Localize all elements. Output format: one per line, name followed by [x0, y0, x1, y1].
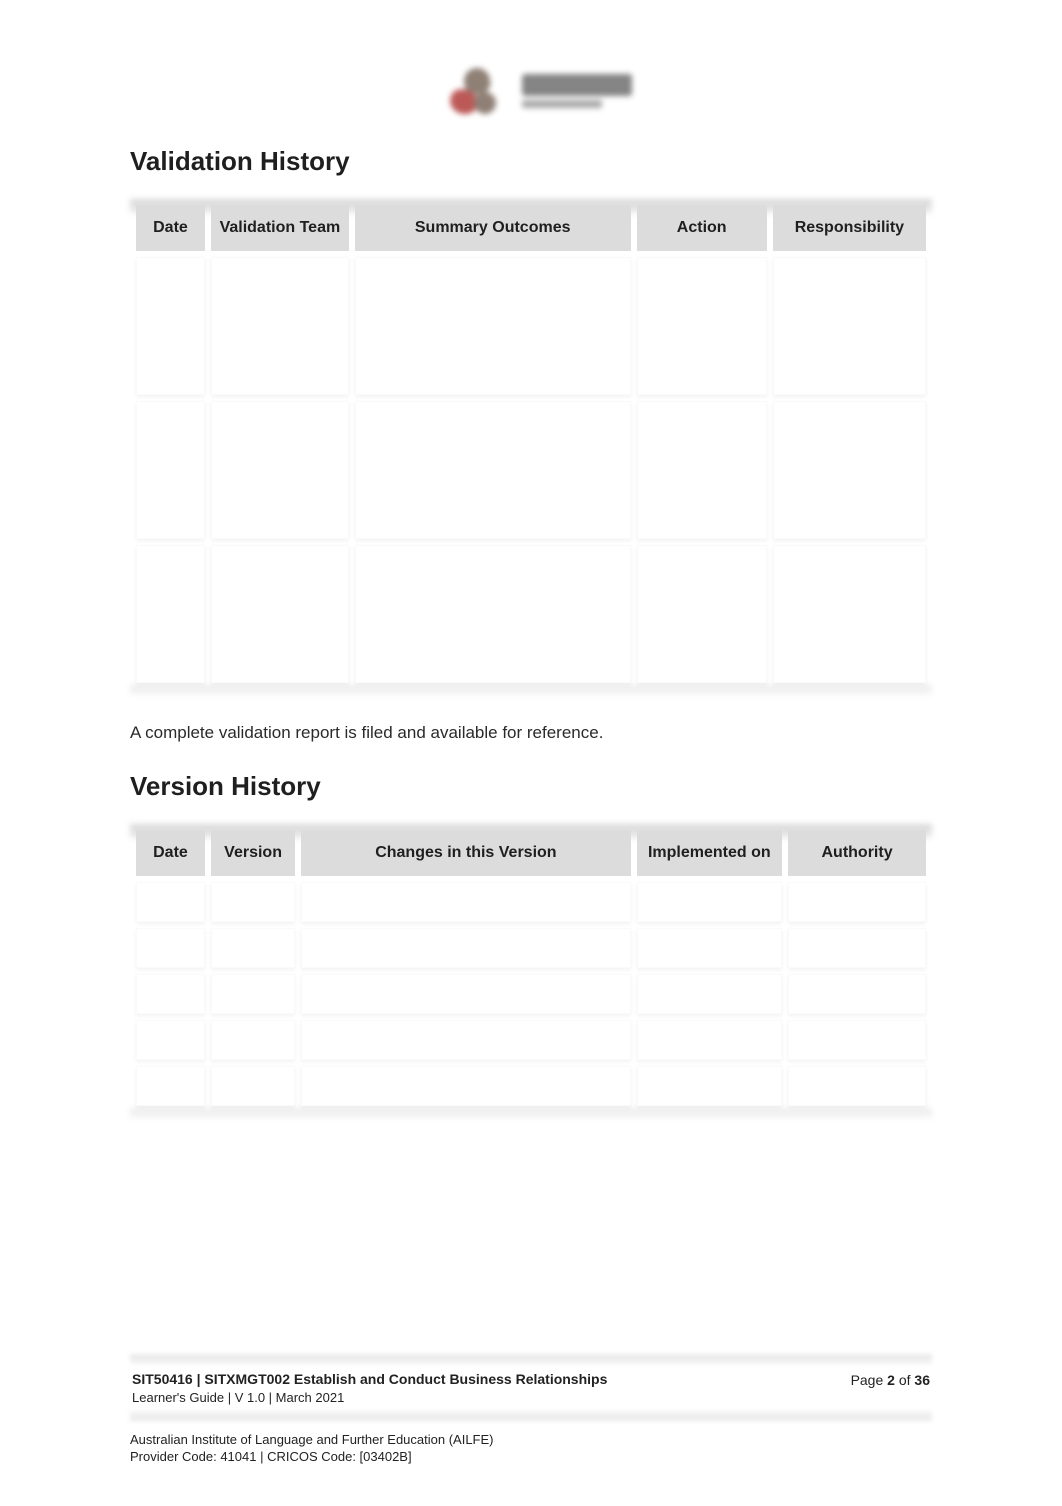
page-current: 2: [887, 1372, 895, 1388]
footer-course-line: SIT50416 | SITXMGT002 Establish and Cond…: [132, 1370, 607, 1389]
table-cell: [211, 928, 295, 968]
table-cell: [355, 545, 631, 683]
table-cell: [301, 974, 630, 1014]
validation-history-heading: Validation History: [130, 146, 932, 177]
table-cell: [136, 974, 205, 1014]
table-cell: [355, 401, 631, 539]
table-cell: [211, 401, 349, 539]
table-cell: [773, 545, 926, 683]
table-row: [136, 974, 926, 1014]
logo-container: [130, 60, 932, 128]
footer-org-line2: Provider Code: 41041 | CRICOS Code: [034…: [130, 1448, 932, 1466]
page-label-prefix: Page: [851, 1372, 888, 1388]
table-cell: [301, 1020, 630, 1060]
validation-history-table: DateValidation TeamSummary OutcomesActio…: [130, 199, 932, 689]
table-cell: [788, 1020, 926, 1060]
table-row: [136, 257, 926, 395]
table-cell: [637, 401, 767, 539]
validation-report-note: A complete validation report is filed an…: [130, 723, 932, 743]
table-cell: [637, 1066, 783, 1106]
version-table-wrap: DateVersionChanges in this VersionImplem…: [130, 824, 932, 1112]
table-cell: [136, 401, 205, 539]
column-header: Date: [136, 830, 205, 876]
table-cell: [211, 545, 349, 683]
column-header: Summary Outcomes: [355, 205, 631, 251]
table-row: [136, 1020, 926, 1060]
table-cell: [773, 401, 926, 539]
table-row: [136, 928, 926, 968]
footer-page-number: Page 2 of 36: [851, 1370, 930, 1388]
table-cell: [301, 882, 630, 922]
column-header: Authority: [788, 830, 926, 876]
version-history-heading: Version History: [130, 771, 932, 802]
footer-guide-line: Learner's Guide | V 1.0 | March 2021: [132, 1389, 607, 1407]
table-cell: [211, 882, 295, 922]
table-cell: [301, 928, 630, 968]
table-cell: [637, 974, 783, 1014]
column-header: Action: [637, 205, 767, 251]
table-cell: [637, 1020, 783, 1060]
footer-course-block: SIT50416 | SITXMGT002 Establish and Cond…: [132, 1370, 607, 1406]
table-cell: [136, 882, 205, 922]
org-logo: [426, 60, 636, 128]
footer-org-block: Australian Institute of Language and Fur…: [130, 1431, 932, 1466]
column-header: Responsibility: [773, 205, 926, 251]
validation-table-wrap: DateValidation TeamSummary OutcomesActio…: [130, 199, 932, 689]
table-cell: [637, 545, 767, 683]
table-cell: [788, 928, 926, 968]
column-header: Version: [211, 830, 295, 876]
column-header: Changes in this Version: [301, 830, 630, 876]
table-cell: [211, 1020, 295, 1060]
table-cell: [637, 928, 783, 968]
table-cell: [136, 1020, 205, 1060]
table-row: [136, 882, 926, 922]
footer-org-line1: Australian Institute of Language and Fur…: [130, 1431, 932, 1449]
page-total: 36: [914, 1372, 930, 1388]
table-cell: [637, 257, 767, 395]
table-cell: [136, 928, 205, 968]
table-cell: [788, 974, 926, 1014]
page-footer: SIT50416 | SITXMGT002 Establish and Cond…: [130, 1354, 932, 1466]
table-cell: [355, 257, 631, 395]
table-row: [136, 1066, 926, 1106]
document-page: Validation History DateValidation TeamSu…: [0, 0, 1062, 1506]
table-cell: [301, 1066, 630, 1106]
table-cell: [637, 882, 783, 922]
column-header: Date: [136, 205, 205, 251]
version-history-table: DateVersionChanges in this VersionImplem…: [130, 824, 932, 1112]
column-header: Implemented on: [637, 830, 783, 876]
table-cell: [773, 257, 926, 395]
table-cell: [136, 1066, 205, 1106]
table-cell: [136, 545, 205, 683]
table-cell: [788, 882, 926, 922]
table-cell: [136, 257, 205, 395]
table-cell: [211, 257, 349, 395]
table-row: [136, 401, 926, 539]
page-of: of: [895, 1372, 914, 1388]
table-row: [136, 545, 926, 683]
column-header: Validation Team: [211, 205, 349, 251]
table-cell: [788, 1066, 926, 1106]
table-cell: [211, 974, 295, 1014]
table-cell: [211, 1066, 295, 1106]
